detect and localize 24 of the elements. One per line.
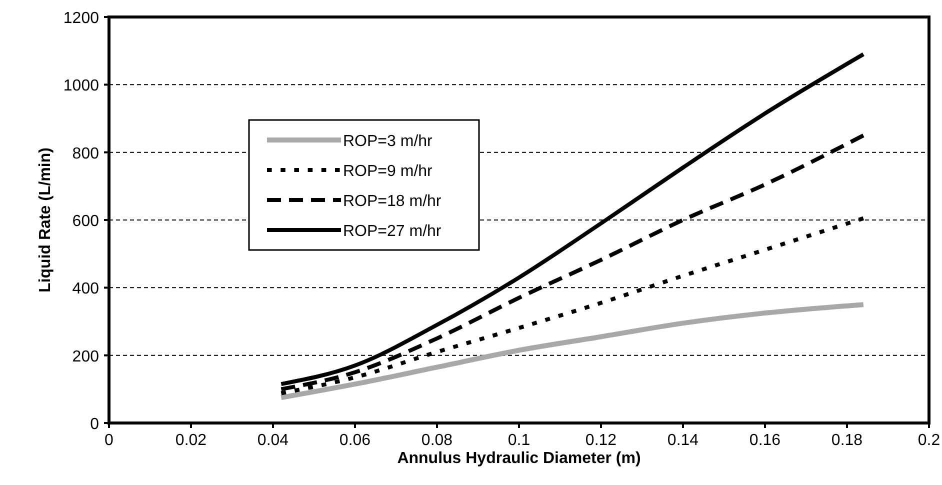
y-tick-label: 0	[90, 416, 100, 433]
y-tick-label: 600	[72, 213, 100, 230]
y-axis-title: Liquid Rate (L/min)	[37, 148, 54, 292]
y-tick-label: 400	[72, 280, 100, 298]
x-tick-label: 0.06	[339, 432, 371, 449]
x-tick-label: 0.08	[421, 432, 453, 449]
x-tick-label: 0	[104, 432, 114, 449]
legend-label: ROP=3 m/hr	[343, 133, 434, 150]
x-tick-label: 0.1	[508, 432, 530, 449]
legend-label: ROP=9 m/hr	[343, 163, 434, 180]
x-tick-label: 0.18	[831, 432, 863, 449]
x-tick-label: 0.12	[585, 432, 617, 449]
y-tick-label: 800	[72, 145, 100, 162]
y-tick-label: 200	[72, 348, 100, 366]
legend-label: ROP=18 m/hr	[343, 193, 442, 210]
x-axis-title: Annulus Hydraulic Diameter (m)	[397, 450, 641, 467]
x-tick-label: 0.02	[175, 432, 207, 449]
legend-label: ROP=27 m/hr	[343, 223, 442, 240]
y-tick-label: 1000	[63, 78, 100, 95]
x-tick-label: 0.14	[667, 432, 699, 449]
x-tick-label: 0.04	[257, 432, 289, 449]
x-tick-label: 0.16	[749, 432, 781, 449]
x-tick-label: 0.2	[918, 432, 940, 449]
y-tick-label: 1200	[63, 10, 100, 27]
